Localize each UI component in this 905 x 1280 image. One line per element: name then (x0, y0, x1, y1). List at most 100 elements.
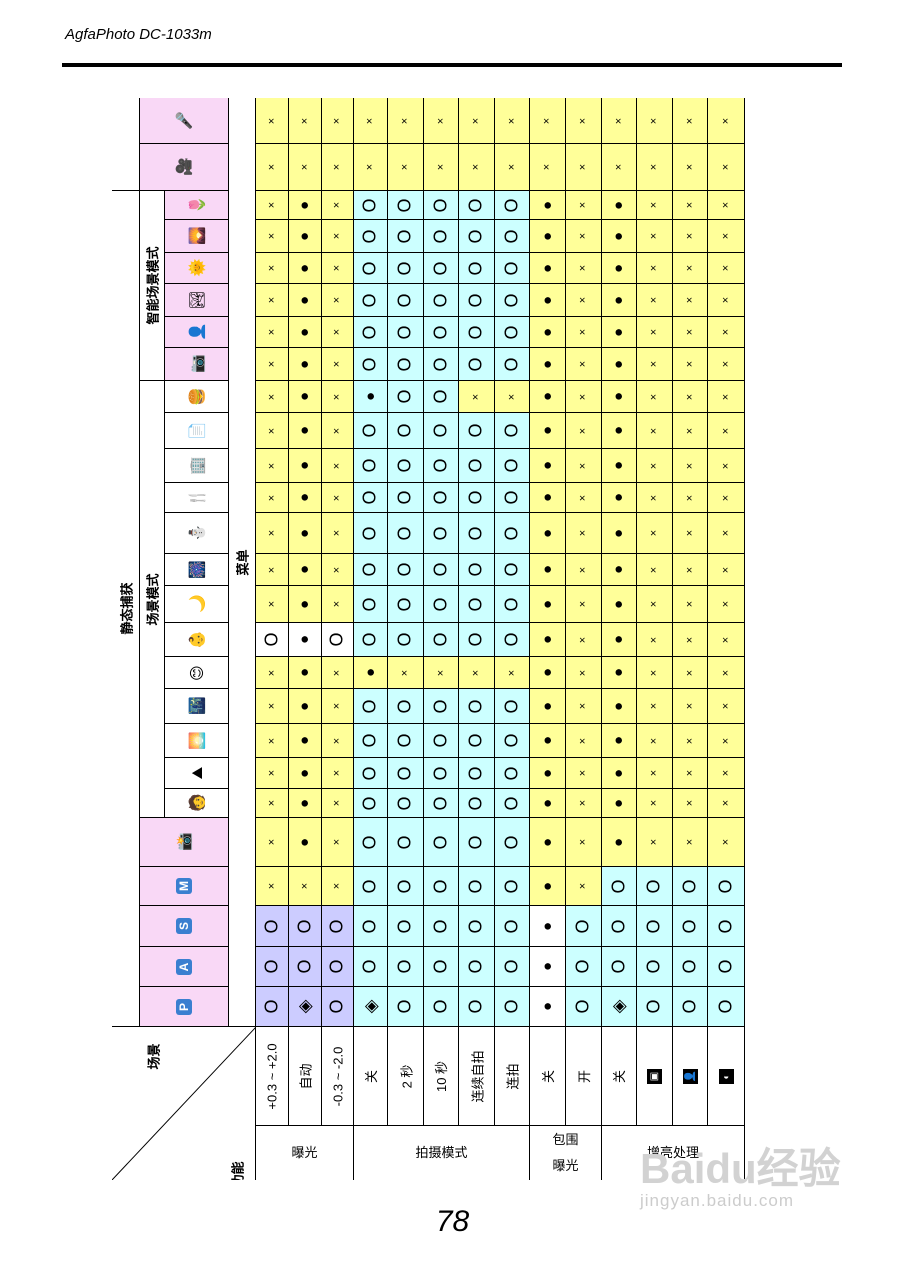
table-cell: O (673, 906, 708, 947)
table-cell: O (566, 906, 602, 947)
table-cell: ● (602, 758, 637, 789)
cell-symbol-x: × (720, 669, 732, 676)
cell-symbol-o: O (715, 878, 736, 894)
column-header-sc2: 📄 (165, 413, 229, 449)
column-header-sc7: 🌙 (165, 586, 229, 623)
fireworks-icon: 🎆 (188, 560, 206, 579)
table-cell: × (322, 348, 354, 381)
table-cell: × (566, 348, 602, 381)
cell-symbol-x: × (331, 163, 344, 171)
cell-symbol-o: O (465, 959, 486, 974)
cell-symbol-o: O (430, 389, 451, 404)
option-label-text: 10 秒 (434, 1060, 450, 1092)
cell-symbol-o: O (608, 918, 629, 934)
cell-symbol-x: × (266, 264, 278, 272)
table-cell: × (256, 724, 289, 758)
cell-symbol-dot: ● (539, 1001, 556, 1012)
cell-symbol-x: × (577, 296, 590, 304)
cell-symbol-dot: ● (362, 391, 379, 402)
column-header-movie: 🎥 (140, 144, 229, 191)
cell-symbol-x: × (577, 737, 590, 744)
cell-symbol-dot: ● (539, 837, 556, 847)
cell-symbol-o: O (430, 632, 451, 647)
cell-symbol-dot: ● (539, 768, 556, 778)
cell-symbol-o: O (394, 490, 415, 505)
cell-symbol-o: O (359, 260, 380, 276)
table-cell: O (495, 689, 530, 724)
cell-symbol-o: O (359, 197, 380, 213)
table-cell: × (566, 724, 602, 758)
table-cell: O (495, 317, 530, 348)
cell-symbol-o: O (359, 292, 380, 308)
table-cell: × (566, 554, 602, 586)
cell-symbol-dot: ● (610, 735, 628, 746)
table-cell: O (495, 483, 530, 513)
table-cell: ● (602, 191, 637, 220)
table-cell: ● (289, 758, 322, 789)
cell-symbol-dot: ● (539, 425, 556, 436)
cell-symbol-x: × (331, 529, 344, 537)
cell-symbol-o: O (643, 959, 664, 974)
table-cell: O (354, 586, 388, 623)
watermark-url: jingyan.baidu.com (640, 1191, 795, 1210)
table-cell: × (459, 98, 495, 144)
table-cell: O (495, 724, 530, 758)
cell-symbol-x: × (613, 163, 625, 171)
table-cell: O (354, 724, 388, 758)
table-cell: O (459, 867, 495, 906)
option-label: 关 (530, 1027, 566, 1126)
cell-symbol-x: × (331, 882, 344, 890)
table-cell: O (459, 317, 495, 348)
table-cell: O (424, 947, 459, 987)
cell-symbol-x: × (684, 838, 696, 846)
cell-symbol-o: O (430, 490, 451, 505)
landscape-icon: ⛰ (188, 766, 205, 780)
table-cell: × (708, 317, 745, 348)
column-header-sc6: 🎆 (165, 554, 229, 586)
shutter-priority-icon: S (176, 918, 192, 934)
table-cell: × (637, 348, 673, 381)
table-cell: O (708, 987, 745, 1027)
table-cell: O (708, 906, 745, 947)
cell-symbol-x: × (684, 769, 696, 777)
cell-symbol-x: × (470, 669, 483, 676)
group-label-text: 增亮处理 (646, 1145, 699, 1160)
table-cell: O (424, 586, 459, 623)
table-cell: ● (530, 253, 566, 284)
cell-symbol-o: O (430, 228, 451, 244)
table-cell: O (495, 191, 530, 220)
table-cell: × (708, 586, 745, 623)
cell-symbol-o: O (359, 356, 380, 372)
cell-symbol-o: O (501, 423, 522, 438)
table-cell: × (322, 818, 354, 867)
table-cell: × (322, 724, 354, 758)
table-cell: ● (289, 449, 322, 483)
cell-symbol-x: × (684, 462, 696, 469)
table-cell: O (459, 818, 495, 867)
table-cell: ● (602, 381, 637, 413)
aperture-priority-icon: A (176, 958, 192, 975)
cell-symbol-x: × (331, 427, 344, 434)
cell-symbol-o: O (359, 733, 380, 748)
table-cell: ● (530, 586, 566, 623)
table-cell: × (289, 98, 322, 144)
cell-symbol-x: × (684, 296, 696, 304)
table-cell: × (256, 348, 289, 381)
table-cell: × (256, 758, 289, 789)
cell-symbol-x: × (331, 494, 344, 501)
food-icon: 🍔 (188, 387, 206, 406)
cell-symbol-x: × (648, 393, 661, 400)
option-label-text: +0.3 ~ +2.0 (264, 1042, 280, 1110)
cell-symbol-o: O (430, 733, 451, 748)
table-cell: O (354, 818, 388, 867)
cell-symbol-x: × (435, 669, 447, 676)
option-label-text: 自动 (298, 1062, 314, 1090)
table-cell: × (708, 413, 745, 449)
table-cell: × (566, 657, 602, 689)
cell-symbol-o: O (430, 834, 451, 850)
cell-symbol-dot: ● (296, 359, 314, 369)
group-label: 包围曝光 (530, 1126, 602, 1180)
table-cell: O (388, 449, 424, 483)
cell-symbol-o: O (359, 596, 380, 612)
cell-symbol-o: O (394, 834, 415, 850)
